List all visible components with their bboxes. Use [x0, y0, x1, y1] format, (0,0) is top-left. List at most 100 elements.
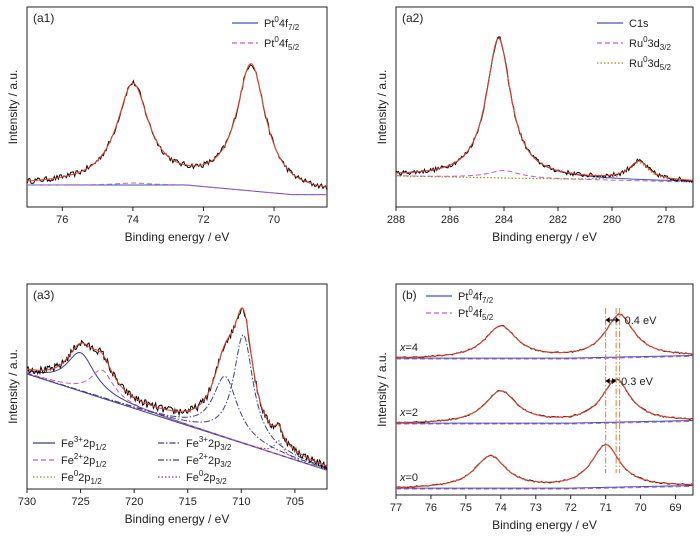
legend-label: C1s	[629, 18, 649, 30]
plot-frame	[26, 283, 328, 490]
legend-label-part: 1/2	[95, 460, 107, 469]
x-tick-label: 720	[125, 496, 143, 508]
legend-label-part: 5/2	[482, 313, 494, 322]
series-label: x=2	[399, 407, 418, 419]
x-tick-label: 70	[268, 214, 280, 226]
panel-label: (a1)	[33, 11, 54, 25]
x-axis-label: Binding energy / eV	[125, 512, 230, 526]
x-tick-label: 69	[669, 502, 681, 514]
x-tick-label: 286	[441, 214, 459, 226]
panel-label: (a2)	[402, 11, 423, 25]
legend-label: Fe3+2p1/2	[61, 435, 107, 452]
fit-component-line	[26, 351, 328, 471]
fit-component-line	[396, 420, 693, 424]
series-label-val: =4	[406, 342, 419, 354]
legend-label-part: 3+	[74, 435, 83, 444]
legend-label-part: 2p	[83, 438, 95, 450]
legend-label: Pt04f7/2	[264, 15, 300, 32]
legend-label-part: 2p	[78, 472, 90, 484]
x-tick-label: 74	[495, 502, 507, 514]
series-label: x=4	[399, 342, 418, 354]
legend-label-part: Fe	[186, 438, 199, 450]
legend-label-part: Fe	[186, 472, 199, 484]
legend-label-part: Ru	[629, 38, 643, 50]
legend-label-part: 0	[274, 35, 279, 44]
legend-label-part: Fe	[61, 455, 74, 467]
legend-label: Ru03d5/2	[629, 55, 671, 72]
legend-label: Fe2+2p1/2	[61, 452, 107, 469]
fitted-envelope	[396, 444, 693, 488]
x-tick-label: 725	[71, 496, 89, 508]
series-label-var: x	[399, 407, 406, 419]
x-tick-label: 715	[179, 496, 197, 508]
panel-label: (a3)	[33, 288, 54, 302]
legend-label-part: 1/2	[95, 443, 107, 452]
legend-label-part: Pt	[264, 18, 274, 30]
y-axis-label: Intensity / a.u.	[6, 70, 20, 145]
x-tick-label: 76	[425, 502, 437, 514]
x-axis-label: Binding energy / eV	[492, 518, 597, 532]
panel-b: 77 76 75 74 73 72 71 70 69 Binding energy / eV Int…	[375, 283, 694, 532]
legend-label: Pt04f7/2	[458, 288, 494, 305]
legend-label-part: Pt	[264, 38, 274, 50]
legend-label-part: 0	[468, 288, 473, 297]
fitted-envelope	[396, 313, 694, 359]
x-tick-label: 70	[634, 502, 646, 514]
legend-label-part: 0	[74, 469, 79, 478]
legend-label-part: Ru	[629, 58, 643, 70]
legend-label: Ru03d3/2	[629, 35, 671, 52]
fit-component-line	[396, 355, 693, 359]
fitted-envelope	[26, 62, 328, 188]
experimental-spectrum	[26, 63, 328, 190]
legend-label-part: 3d	[648, 38, 660, 50]
shift-annotation: 0.3 eV	[621, 376, 653, 388]
legend-label-part: 4f	[279, 18, 289, 30]
x-tick-label: 280	[603, 214, 621, 226]
legend-label-part: 4f	[473, 291, 483, 303]
legend-label-part: 4f	[473, 308, 483, 320]
legend-label-part: 3/2	[220, 460, 232, 469]
series-label-val: =2	[406, 407, 419, 419]
arrow-head	[612, 378, 617, 384]
fitted-envelope	[396, 37, 694, 181]
x-axis-label: Binding energy / eV	[492, 230, 597, 244]
fitted-envelope	[26, 307, 328, 467]
legend-label-part: 0	[274, 15, 279, 24]
legend-label-part: 5/2	[288, 43, 300, 52]
y-axis-label: Intensity / a.u.	[375, 70, 389, 145]
x-tick-label: 72	[565, 502, 577, 514]
legend-label-part: 1/2	[91, 477, 103, 486]
legend-label-part: 0	[468, 305, 473, 314]
x-tick-label: 730	[18, 496, 36, 508]
fit-component-line	[396, 162, 693, 182]
plot-frame	[395, 283, 694, 496]
legend-label-part: 2+	[199, 452, 208, 461]
legend-label-part: 3/2	[660, 43, 672, 52]
series-label: x=0	[399, 472, 418, 484]
plot-frame	[395, 6, 694, 208]
legend-label: Pt04f5/2	[264, 35, 300, 52]
legend-label-part: 2p	[208, 455, 220, 467]
legend-label-part: Fe	[61, 472, 74, 484]
legend-label: Fe02p1/2	[61, 469, 102, 486]
fit-component-line	[26, 369, 328, 471]
fitted-envelope	[395, 378, 694, 424]
legend-label-part: 4f	[279, 38, 289, 50]
y-axis-label: Intensity / a.u.	[375, 352, 389, 427]
legend-label-part: 0	[199, 469, 204, 478]
x-tick-label: 282	[549, 214, 567, 226]
legend-label-part: 7/2	[288, 23, 300, 32]
x-tick-label: 75	[460, 502, 472, 514]
fit-component-line	[396, 485, 693, 489]
fit-component-line	[27, 182, 327, 196]
x-tick-label: 284	[495, 214, 513, 226]
legend-label-part: 5/2	[660, 63, 672, 72]
legend-label-part: 0	[643, 55, 648, 64]
x-tick-label: 74	[127, 214, 139, 226]
x-tick-label: 278	[657, 214, 675, 226]
arrow-head	[605, 317, 610, 323]
x-tick-label: 710	[232, 496, 250, 508]
x-tick-label: 705	[286, 496, 304, 508]
legend-label-part: Pt	[458, 308, 468, 320]
x-tick-label: 77	[390, 502, 402, 514]
